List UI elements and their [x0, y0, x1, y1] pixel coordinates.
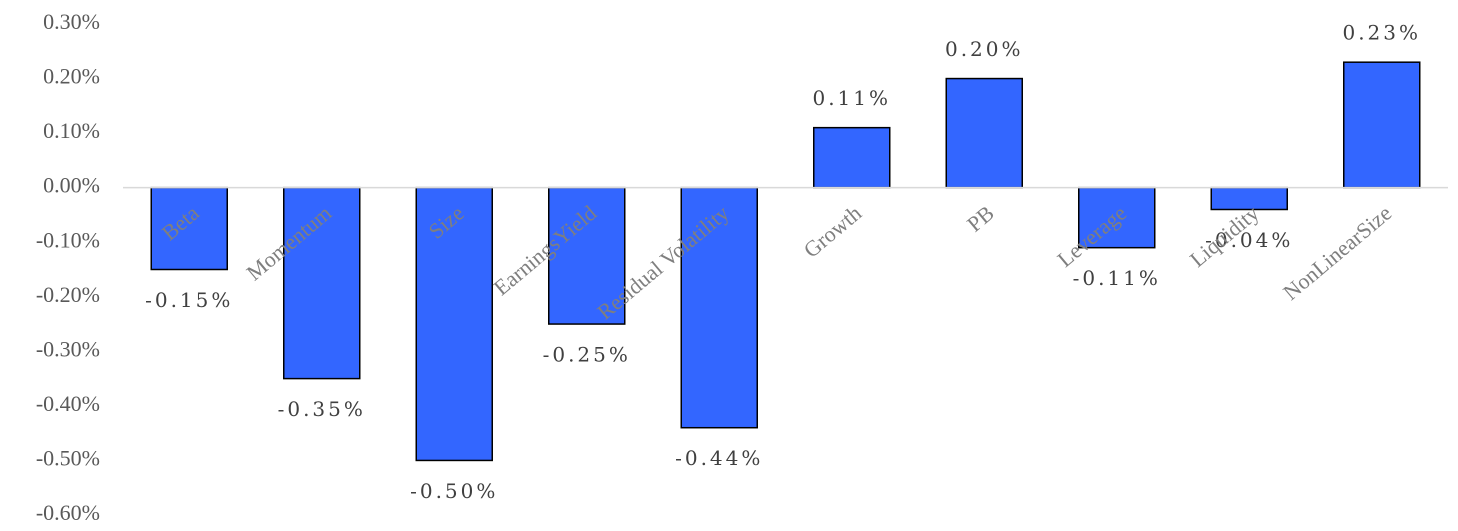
bar	[680, 186, 758, 429]
y-tick-label: -0.50%	[36, 445, 100, 470]
y-tick-label: -0.40%	[36, 391, 100, 416]
value-label: -0.44%	[675, 446, 763, 470]
y-tick-label: -0.30%	[36, 336, 100, 361]
bar	[548, 186, 626, 325]
bar	[945, 77, 1023, 189]
y-tick-label: 0.20%	[43, 64, 100, 89]
value-label: -0.15%	[145, 288, 233, 312]
x-tick-label: Growth	[799, 200, 867, 262]
value-label: 0.23%	[1342, 21, 1421, 45]
bar	[1343, 61, 1421, 189]
bar	[813, 126, 891, 189]
y-tick-label: -0.60%	[36, 500, 100, 525]
value-label: -0.04%	[1205, 228, 1293, 252]
x-tick-label: NonLinearSize	[1278, 200, 1396, 305]
value-label: 0.11%	[812, 86, 891, 110]
y-tick-label: 0.10%	[43, 118, 100, 143]
y-tick-label: 0.30%	[43, 9, 100, 34]
bar	[150, 186, 228, 271]
value-label: -0.11%	[1073, 266, 1161, 290]
value-label: -0.25%	[543, 343, 631, 367]
value-label: -0.35%	[278, 397, 366, 421]
value-label: -0.50%	[410, 479, 498, 503]
y-tick-label: -0.10%	[36, 227, 100, 252]
bar	[1078, 186, 1156, 249]
value-label: 0.20%	[945, 37, 1024, 61]
bar	[283, 186, 361, 380]
y-tick-label: -0.20%	[36, 282, 100, 307]
y-tick-label: 0.00%	[43, 173, 100, 198]
x-tick-label: PB	[962, 200, 999, 236]
